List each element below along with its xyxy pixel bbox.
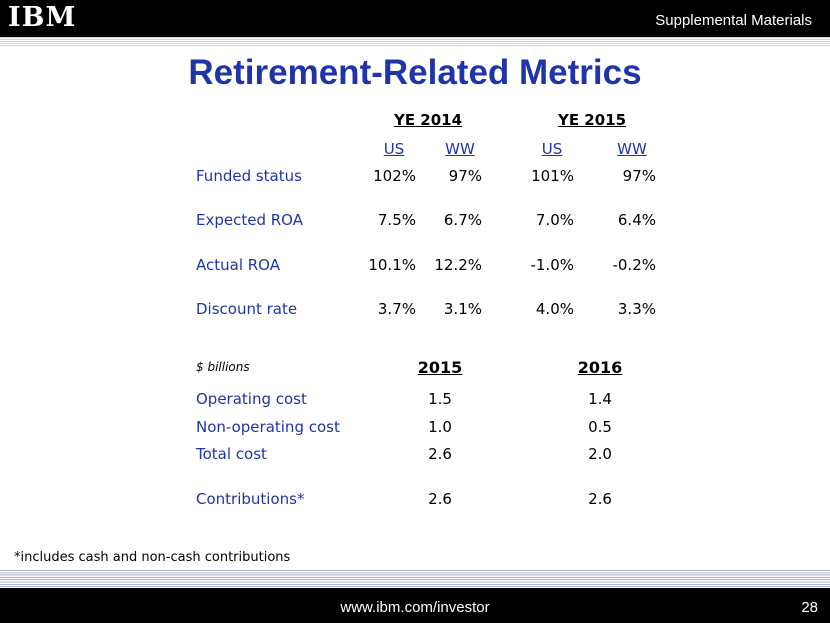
- page-number: 28: [801, 599, 818, 616]
- cell-value: 3.3%: [617, 300, 656, 318]
- row-label: Operating cost: [196, 390, 307, 408]
- cell-value: 7.5%: [377, 211, 416, 229]
- cell-value: -0.2%: [612, 256, 656, 274]
- cell-value: 2.6: [428, 445, 452, 463]
- top-stripe-band: [0, 37, 830, 47]
- subheader-us-2014: US: [383, 140, 405, 158]
- cell-value: 12.2%: [434, 256, 482, 274]
- cell-value: 97%: [622, 167, 656, 185]
- cell-value: 2.6: [588, 490, 612, 508]
- header-bar: IBM Supplemental Materials: [0, 0, 830, 37]
- cell-value: 4.0%: [535, 300, 574, 318]
- cell-value: 6.4%: [617, 211, 656, 229]
- cell-value: -1.0%: [530, 256, 574, 274]
- row-label: Non-operating cost: [196, 418, 340, 436]
- subheader-ww-2015: WW: [617, 140, 647, 158]
- footer-url: www.ibm.com/investor: [340, 599, 490, 616]
- unit-label: $ billions: [196, 360, 250, 374]
- row-label: Actual ROA: [196, 256, 280, 274]
- section-title: Supplemental Materials: [655, 12, 812, 29]
- subheader-ww-2014: WW: [445, 140, 475, 158]
- cell-value: 7.0%: [535, 211, 574, 229]
- slide-title: Retirement-Related Metrics: [188, 53, 642, 92]
- cell-value: 0.5: [588, 418, 612, 436]
- row-label: Contributions*: [196, 490, 305, 508]
- row-label: Total cost: [196, 445, 267, 463]
- cell-value: 1.0: [428, 418, 452, 436]
- row-label: Funded status: [196, 167, 302, 185]
- subheader-us-2015: US: [541, 140, 563, 158]
- column-header-2016: 2016: [577, 358, 623, 377]
- bottom-stripe-band: [0, 570, 830, 588]
- footer-bar: www.ibm.com/investor 28: [0, 588, 830, 623]
- ibm-logo: IBM: [8, 2, 77, 33]
- group-header-ye2014: YE 2014: [393, 111, 463, 129]
- group-header-ye2015: YE 2015: [557, 111, 627, 129]
- footnote: *includes cash and non-cash contribution…: [14, 550, 291, 565]
- cell-value: 1.5: [428, 390, 452, 408]
- cell-value: 2.0: [588, 445, 612, 463]
- column-header-2015: 2015: [417, 358, 463, 377]
- cell-value: 97%: [448, 167, 482, 185]
- cell-value: 2.6: [428, 490, 452, 508]
- cell-value: 3.7%: [377, 300, 416, 318]
- cell-value: 6.7%: [443, 211, 482, 229]
- cell-value: 3.1%: [443, 300, 482, 318]
- row-label: Discount rate: [196, 300, 298, 318]
- cell-value: 101%: [531, 167, 574, 185]
- row-label: Expected ROA: [196, 211, 303, 229]
- cell-value: 102%: [373, 167, 416, 185]
- cell-value: 10.1%: [368, 256, 416, 274]
- cell-value: 1.4: [588, 390, 612, 408]
